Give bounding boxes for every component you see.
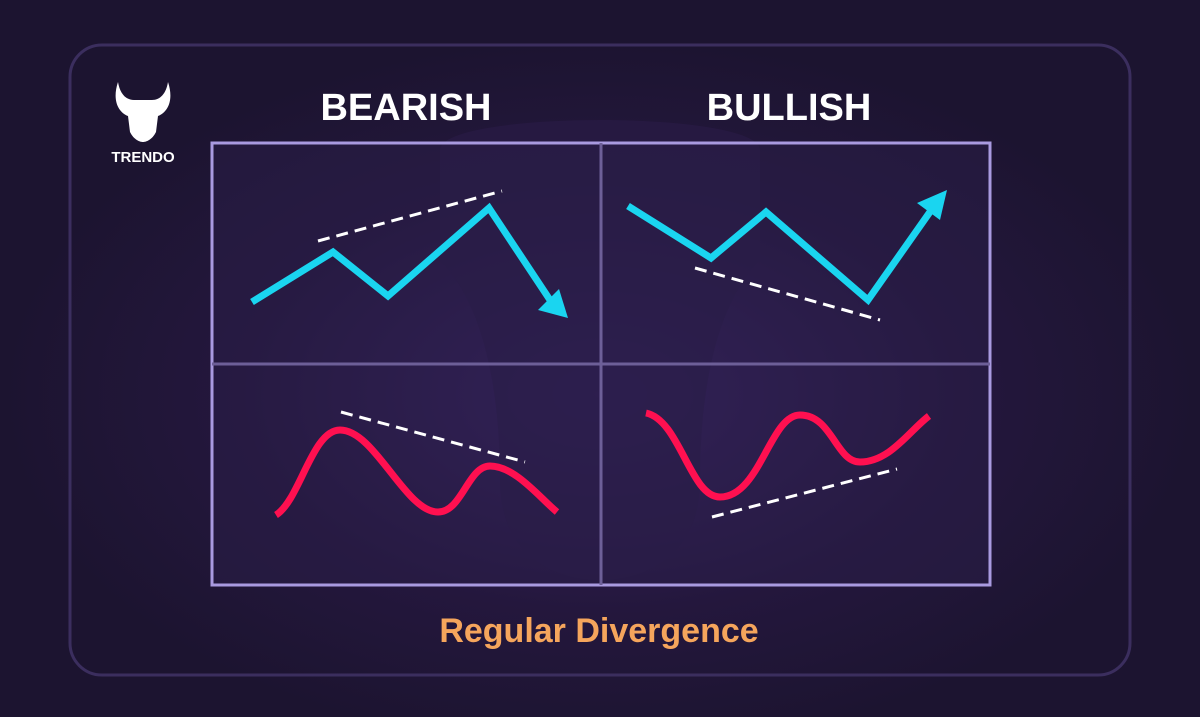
indicator-line (644, 409, 932, 501)
indicator-line (273, 426, 560, 518)
frame (68, 43, 1132, 677)
caption: Regular Divergence (439, 612, 758, 650)
column-heading: BEARISH (320, 87, 491, 129)
logo-icon (115, 82, 171, 142)
column-heading: BULLISH (707, 87, 872, 129)
arrow-head (917, 190, 947, 220)
price-line (250, 202, 553, 305)
trend-line (694, 266, 881, 322)
logo-text: TRENDO (111, 149, 175, 166)
arrow-head (538, 289, 568, 318)
trend-line (340, 410, 526, 464)
price-line (626, 203, 935, 306)
trend-line (317, 189, 503, 243)
trend-line (711, 467, 898, 519)
